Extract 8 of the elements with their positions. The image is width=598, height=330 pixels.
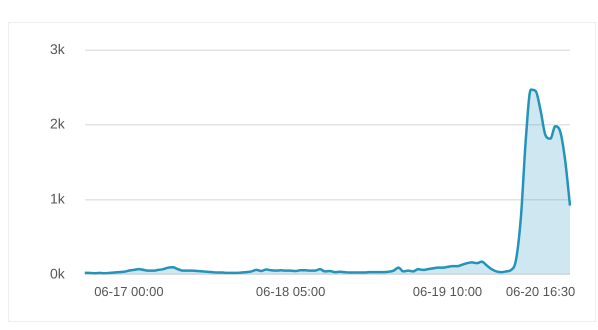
x-tick-label: 06-17 00:00 — [94, 284, 164, 299]
x-tick-label: 06-18 05:00 — [256, 284, 326, 299]
x-tick-label: 06-20 16:30 — [506, 284, 576, 299]
y-tick-label: 0k — [50, 265, 66, 282]
y-tick-label: 2k — [50, 116, 66, 132]
y-tick-label: 3k — [50, 40, 66, 57]
x-tick-label: 06-19 10:00 — [412, 284, 482, 299]
y-tick-label: 1k — [50, 190, 66, 206]
